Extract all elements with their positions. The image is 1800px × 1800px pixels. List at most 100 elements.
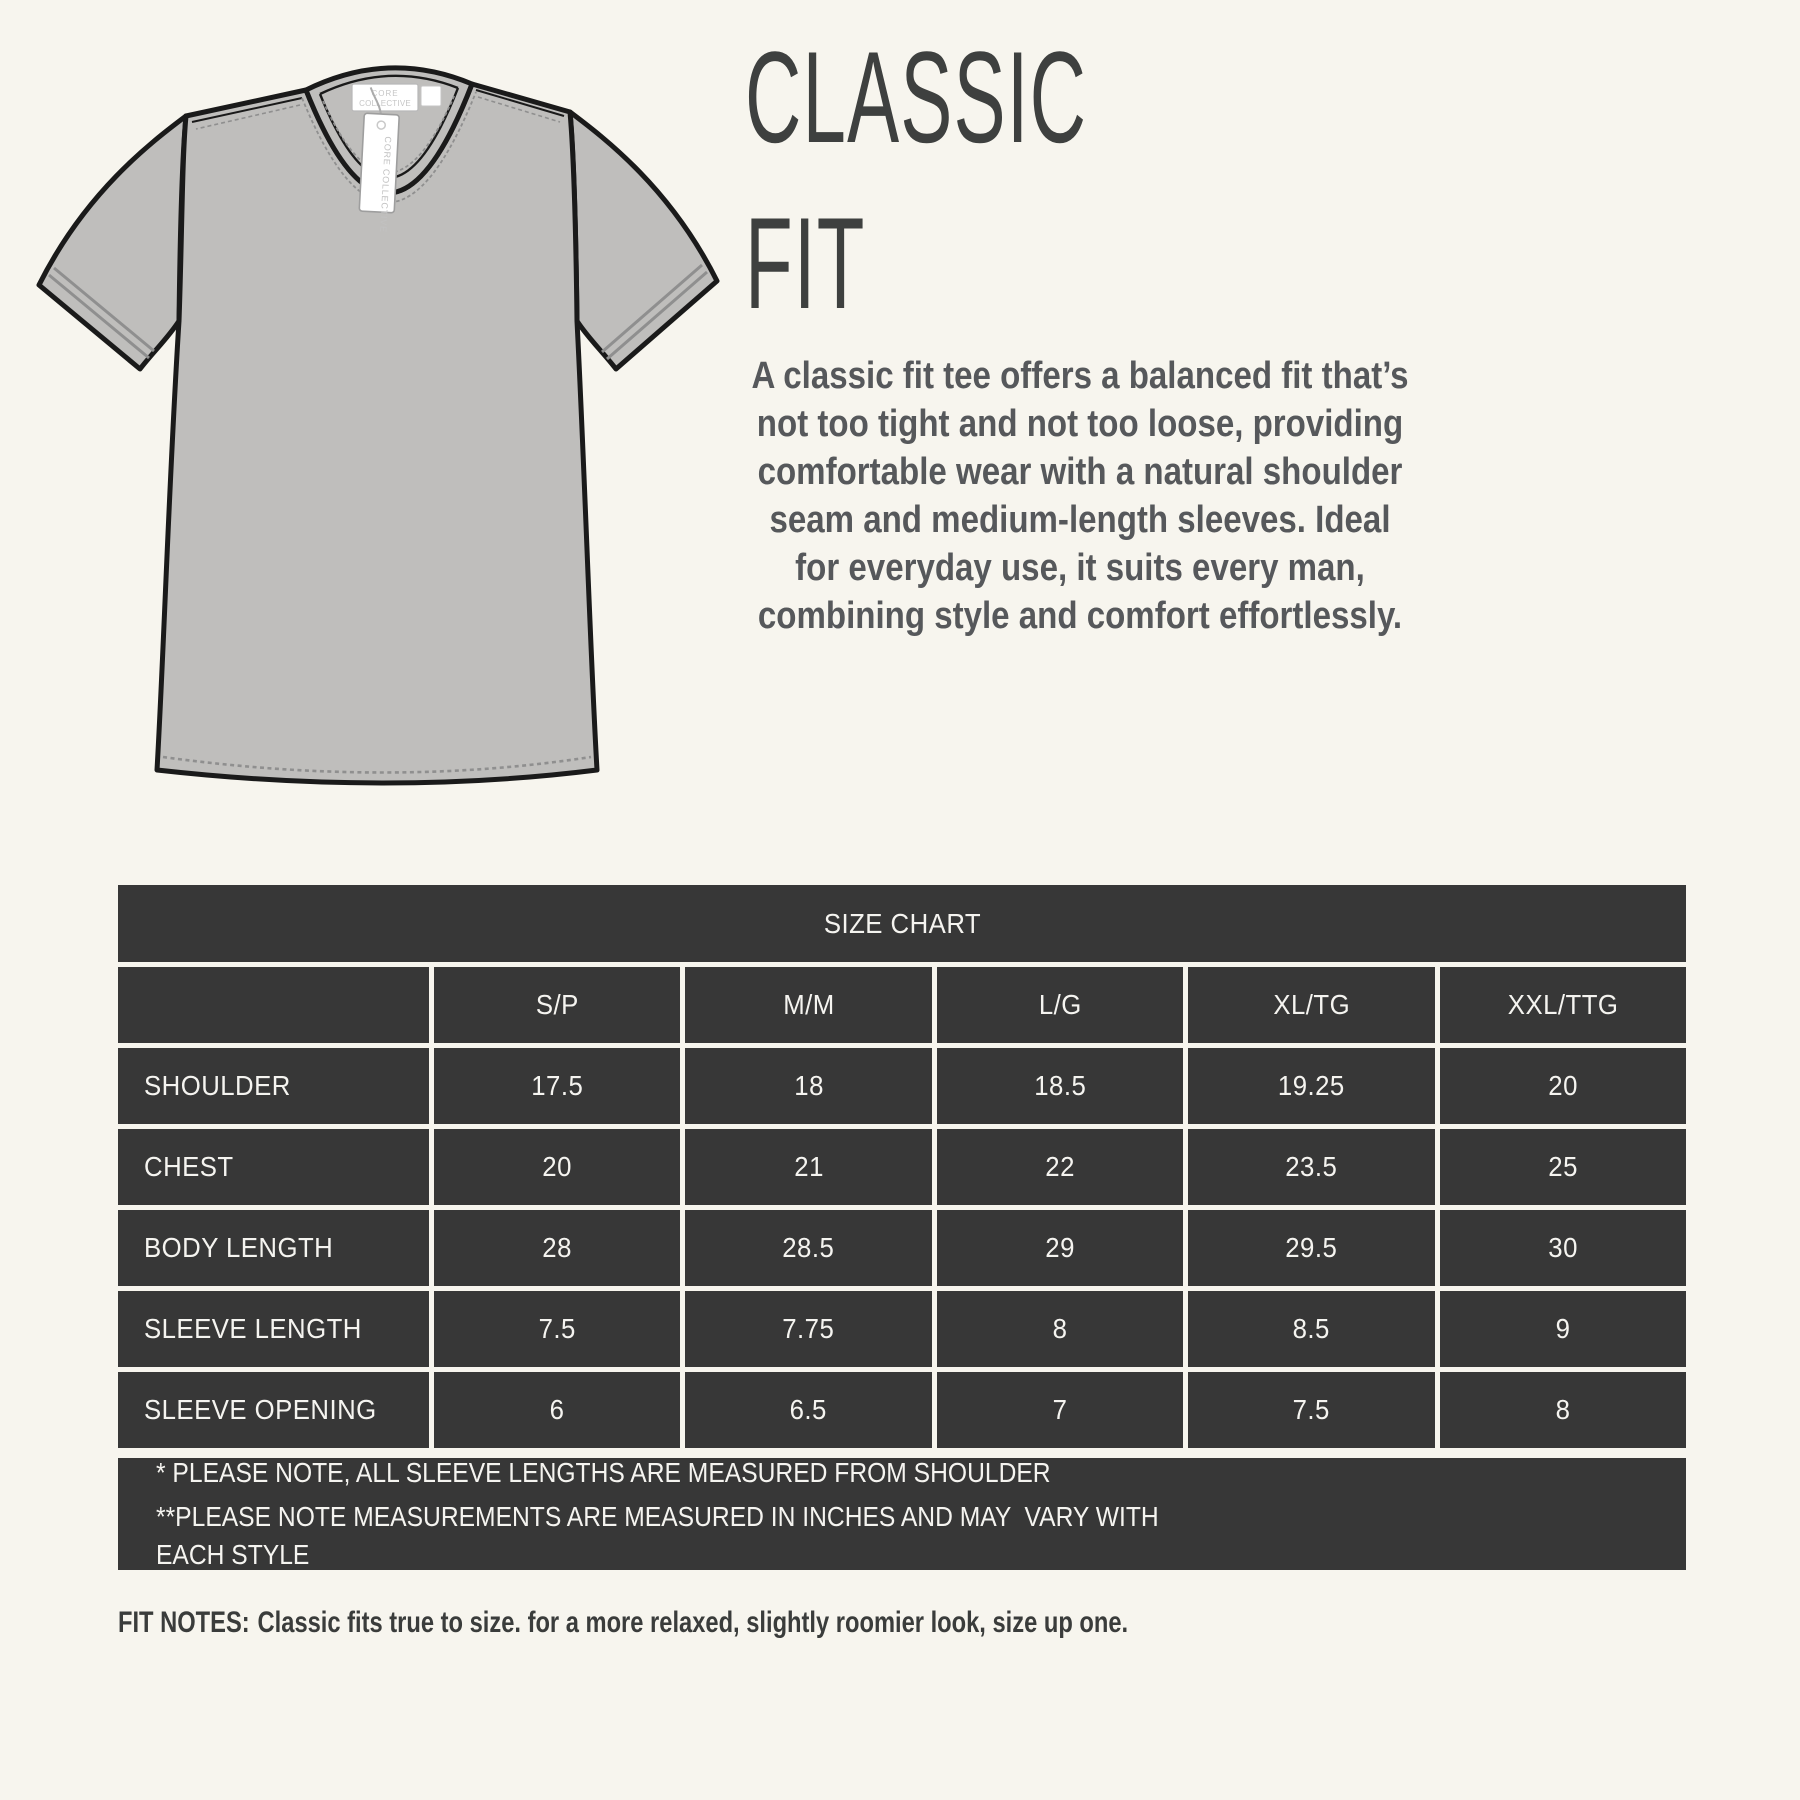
measurement-value: 6	[434, 1372, 681, 1448]
measurement-value: 20	[434, 1129, 681, 1205]
row-label-text: BODY LENGTH	[144, 1232, 334, 1263]
row-label: BODY LENGTH	[118, 1210, 429, 1286]
collar-outer-stitch-icon	[301, 91, 477, 204]
measurement-value: 28.5	[685, 1210, 932, 1286]
measurement-value-text: 20	[542, 1151, 572, 1182]
tshirt-right-sleeve	[567, 109, 720, 372]
measurement-value: 29.5	[1188, 1210, 1435, 1286]
description-line: seam and medium-length sleeves. Ideal	[769, 499, 1391, 541]
measurement-value-text: 22	[1045, 1151, 1075, 1182]
measurement-value-text: 20	[1548, 1070, 1578, 1101]
row-label: SLEEVE LENGTH	[118, 1291, 429, 1367]
measurement-value-text: 30	[1548, 1232, 1578, 1263]
measurement-value-text: 7	[1052, 1394, 1068, 1425]
measurement-value-text: 8	[1555, 1394, 1571, 1425]
size-column-header: M/M	[685, 967, 932, 1043]
tshirt-illustration: CORE COLLECTIVE CORE COLLECTIVE	[30, 48, 720, 798]
measurement-value-text: 29	[1045, 1232, 1075, 1263]
measurement-value-text: 8.5	[1292, 1313, 1331, 1344]
measurement-value-text: 6	[549, 1394, 565, 1425]
measurement-value: 22	[936, 1129, 1184, 1205]
measurement-value: 8.5	[1188, 1291, 1435, 1367]
right-cuff-stitch-icon	[606, 270, 708, 361]
tshirt-flat-sketch: CORE COLLECTIVE CORE COLLECTIVE	[36, 65, 720, 786]
measurement-value-text: 17.5	[531, 1070, 584, 1101]
description-line: not too tight and not too loose, providi…	[756, 403, 1404, 445]
tshirt-left-sleeve	[36, 113, 189, 372]
measurement-value-text: 18	[793, 1070, 824, 1101]
description-line: A classic fit tee offers a balanced fit …	[751, 355, 1409, 397]
description-line: for everyday use, it suits every man,	[795, 547, 1365, 589]
measurement-value-text: 21	[793, 1151, 824, 1182]
measurement-value: 21	[685, 1129, 932, 1205]
svg-text:CORE: CORE	[371, 89, 398, 98]
measurement-value-text: 7.75	[782, 1313, 835, 1344]
left-shoulder-stitch-icon	[195, 104, 301, 130]
measurement-value-text: 6.5	[790, 1394, 828, 1425]
hang-tag: CORE COLLECTIVE	[358, 87, 400, 233]
measurement-notes-box: * PLEASE NOTE, ALL SLEEVE LENGTHS ARE ME…	[118, 1457, 1686, 1570]
left-shoulder-seam-icon	[191, 97, 303, 123]
size-column-header-text: M/M	[782, 989, 835, 1020]
row-label-text: SLEEVE OPENING	[144, 1394, 377, 1425]
measurement-value-text: 23.5	[1285, 1151, 1338, 1182]
table-row: SLEEVE LENGTH 7.5 7.75 8 8.5 9	[118, 1291, 1687, 1367]
size-column-header-text: XL/TG	[1273, 989, 1350, 1020]
row-label-text: SHOULDER	[144, 1070, 291, 1101]
collar-inner-back-line-icon	[319, 74, 459, 96]
size-chart-title: SIZE CHART	[823, 907, 981, 939]
measurement-value: 8	[1439, 1372, 1687, 1448]
measurement-value-text: 28.5	[782, 1232, 835, 1263]
size-chart-title-bar: SIZE CHART	[118, 885, 1686, 962]
page-title: CLASSIC FIT	[745, 14, 1087, 346]
hem-stitch-icon	[162, 755, 592, 774]
size-chart-corner-cell	[118, 967, 429, 1043]
note-line: **PLEASE NOTE MEASUREMENTS ARE MEASURED …	[156, 1501, 1166, 1570]
measurement-value-text: 18.5	[1034, 1070, 1087, 1101]
measurement-value-text: 7.5	[1292, 1394, 1331, 1425]
measurement-value: 6.5	[685, 1372, 932, 1448]
table-row: SLEEVE OPENING 6 6.5 7 7.5 8	[118, 1372, 1687, 1448]
measurement-value: 19.25	[1188, 1048, 1435, 1124]
fit-notes: FIT NOTES: Classic fits true to size. for…	[118, 1606, 1128, 1640]
svg-text:COLLECTIVE: COLLECTIVE	[359, 99, 411, 108]
measurement-value-text: 9	[1555, 1313, 1571, 1344]
left-cuff-stitch2-icon	[53, 266, 155, 353]
size-column-header: L/G	[936, 967, 1184, 1043]
measurement-value: 7.5	[1188, 1372, 1435, 1448]
size-chart-body: SHOULDER 17.5 18 18.5 19.25 20 CHEST 20 21 22 23.5…	[118, 1048, 1687, 1448]
measurement-value: 18.5	[936, 1048, 1184, 1124]
row-label: CHEST	[118, 1129, 429, 1205]
page-title-line2: FIT	[745, 190, 866, 336]
size-column-header-text: L/G	[1038, 989, 1082, 1020]
measurement-value: 25	[1439, 1129, 1687, 1205]
fit-notes-label: FIT NOTES:	[118, 1606, 250, 1639]
size-column-header-text: XXL/TTG	[1507, 989, 1619, 1020]
right-shoulder-stitch-icon	[477, 96, 561, 123]
table-row: CHEST 20 21 22 23.5 25	[118, 1129, 1687, 1205]
measurement-value: 29	[936, 1210, 1184, 1286]
size-column-header-text: S/P	[535, 989, 579, 1020]
size-chart-table: SIZE CHART S/P M/M L/G XL/TG XXL/TTG SHOULDE…	[118, 885, 1687, 1448]
note-line: * PLEASE NOTE, ALL SLEEVE LENGTHS ARE ME…	[156, 1457, 1051, 1488]
size-column-header: XXL/TTG	[1439, 967, 1687, 1043]
description-line: comfortable wear with a natural shoulder	[757, 451, 1403, 493]
size-column-header: S/P	[434, 967, 681, 1043]
measurement-value: 20	[1439, 1048, 1687, 1124]
measurement-value: 17.5	[434, 1048, 681, 1124]
measurement-value-text: 29.5	[1285, 1232, 1338, 1263]
measurement-value: 7.5	[434, 1291, 681, 1367]
measurement-value-text: 8	[1052, 1313, 1068, 1344]
measurement-value: 23.5	[1188, 1129, 1435, 1205]
size-chart-header-row: S/P M/M L/G XL/TG XXL/TTG	[118, 967, 1687, 1043]
size-column-header: XL/TG	[1188, 967, 1435, 1043]
description-line: combining style and comfort effortlessly…	[757, 595, 1403, 637]
neck-label: CORE COLLECTIVE	[351, 83, 442, 112]
measurement-value: 7	[936, 1372, 1184, 1448]
table-row: SHOULDER 17.5 18 18.5 19.25 20	[118, 1048, 1687, 1124]
row-label: SHOULDER	[118, 1048, 429, 1124]
measurement-value: 18	[685, 1048, 932, 1124]
measurement-value: 30	[1439, 1210, 1687, 1286]
page-title-line1: CLASSIC	[745, 24, 1088, 170]
